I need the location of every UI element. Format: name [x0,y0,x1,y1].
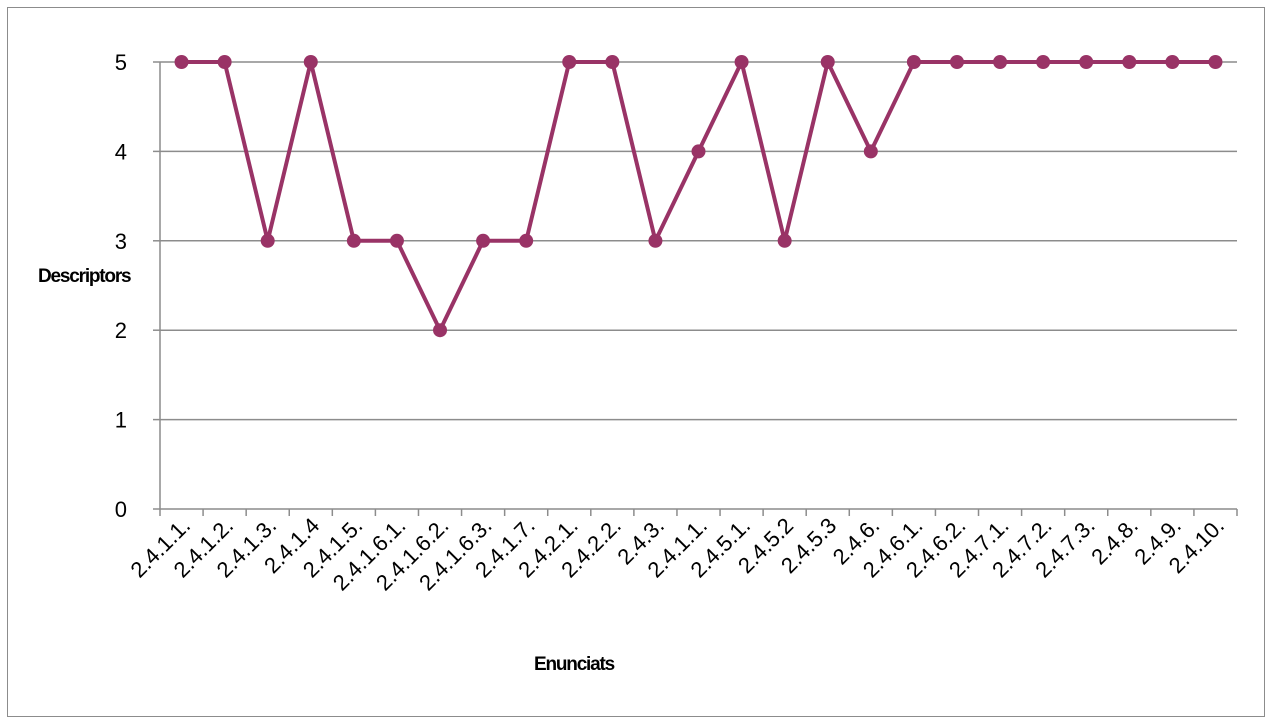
data-point [648,233,663,248]
data-point [389,233,404,248]
data-point [949,55,964,69]
y-tick-label: 2 [115,318,127,343]
chart-frame [7,7,1265,717]
y-tick-label: 0 [115,497,127,522]
series [174,55,1223,338]
y-tick-label: 1 [115,408,127,433]
data-point [691,144,706,159]
data-point [605,55,620,69]
x-tick-label: 2.4.8. [1086,513,1143,570]
data-point [1122,55,1137,69]
data-point [1036,55,1051,69]
data-point [303,55,318,69]
data-point [433,323,448,338]
data-point [476,233,491,248]
data-point [993,55,1008,69]
data-point [734,55,749,69]
data-point [562,55,577,69]
y-tick-labels: 0 1 2 3 4 5 [115,50,127,522]
data-point [217,55,232,69]
data-point [1079,55,1094,69]
x-axis-title: Enunciats [534,654,615,675]
y-tick-label: 5 [115,50,127,75]
series-line [181,60,1216,333]
data-point [1208,55,1223,69]
gridlines [160,61,1237,421]
y-tick-label: 4 [115,139,127,164]
data-point [863,144,878,159]
axes [153,61,1238,516]
data-point [519,233,534,248]
data-point [820,55,835,69]
x-tick-labels: 2.4.1.1.2.4.1.2.2.4.1.3.2.4.1.42.4.1.5.2… [126,513,1229,596]
data-point [346,233,361,248]
data-point [906,55,921,69]
y-axis-title: Descriptors [38,266,131,287]
data-point [777,233,792,248]
data-point [260,233,275,248]
data-point [1165,55,1180,69]
y-tick-label: 3 [115,229,127,254]
data-point [174,55,189,69]
